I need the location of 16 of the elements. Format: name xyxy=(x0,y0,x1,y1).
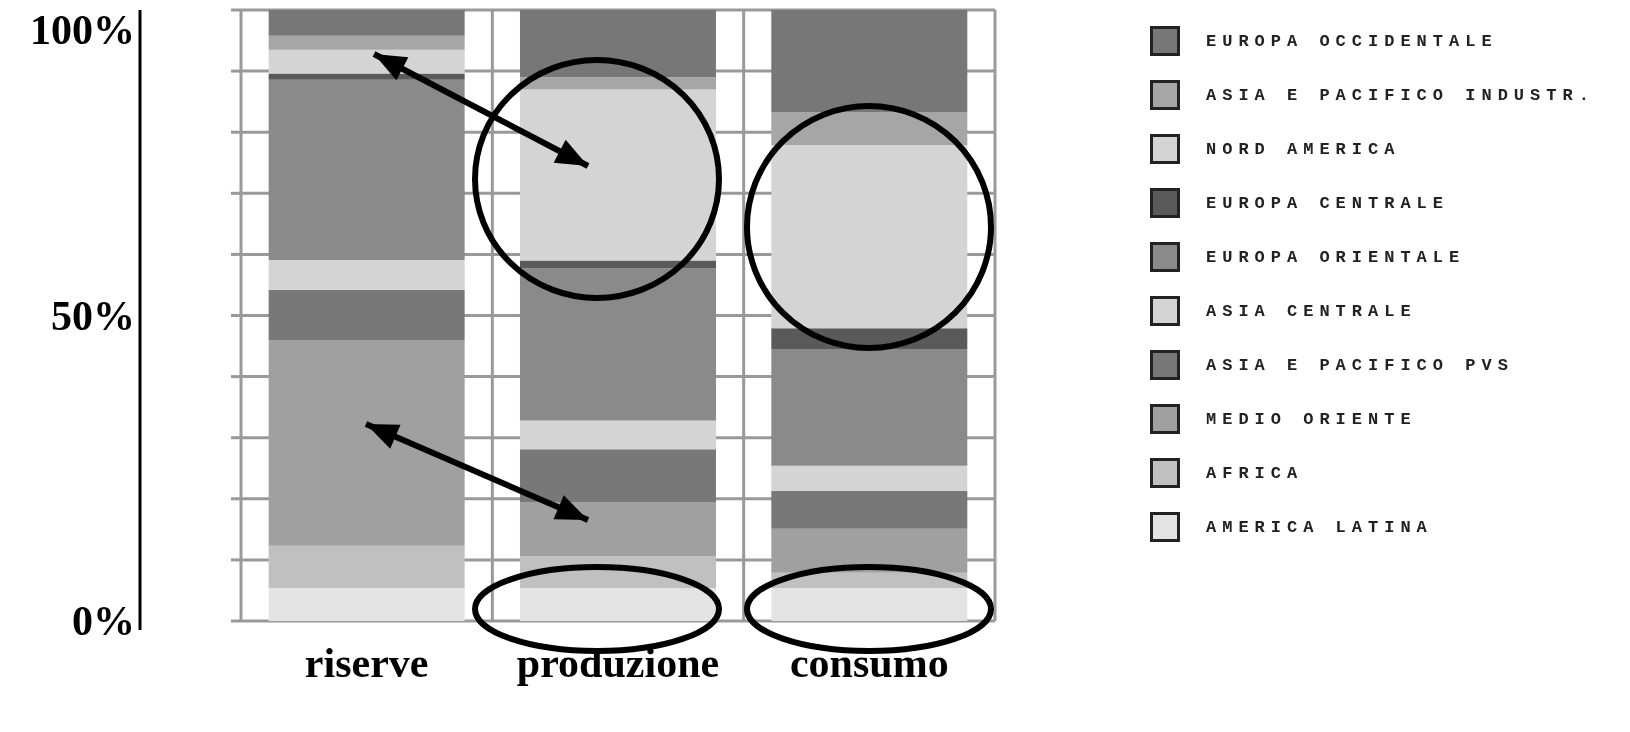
y-tick-label: 100% xyxy=(30,7,135,53)
x-tick-label: riserve xyxy=(304,640,429,686)
legend-label: ASIA E PACIFICO PVS xyxy=(1206,355,1514,375)
text: ASIA CENTRALE xyxy=(1206,301,1417,321)
legend-label: ASIA E PACIFICO INDUSTR. xyxy=(1206,85,1595,105)
legend-label: MEDIO ORIENTE xyxy=(1206,409,1417,429)
text: NORD AMERICA xyxy=(1206,139,1401,159)
y-tick-label: 50% xyxy=(51,292,135,339)
y-tick-label: 0% xyxy=(72,598,135,644)
legend-label: EUROPA OCCIDENTALE xyxy=(1206,31,1498,51)
legend-label: EUROPA CENTRALE xyxy=(1206,193,1450,213)
legend-label: AFRICA xyxy=(1206,463,1304,483)
text: AMERICA LATINA xyxy=(1206,517,1433,537)
x-tick-label: consumo xyxy=(789,640,949,686)
x-tick-label: produzione xyxy=(516,640,720,686)
legend-label: EUROPA ORIENTALE xyxy=(1206,247,1466,267)
